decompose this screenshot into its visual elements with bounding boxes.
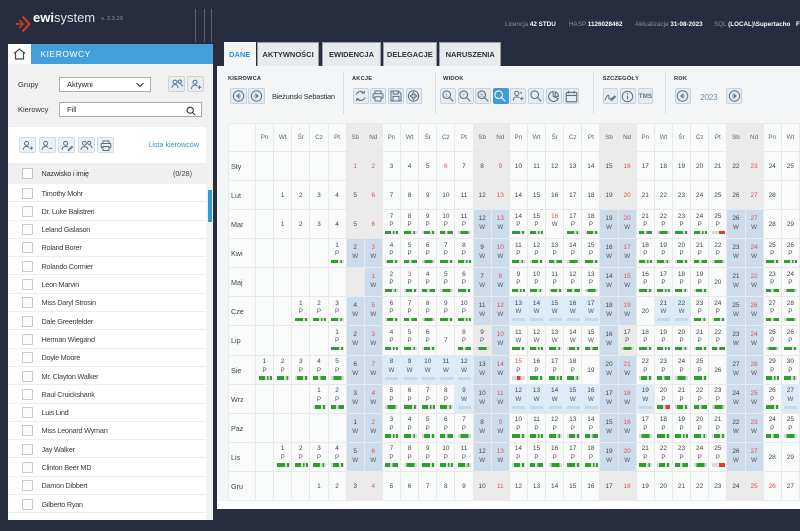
svg-text:31: 31 [479,92,484,97]
svg-text:1: 1 [445,92,448,97]
svg-text:7: 7 [463,92,466,97]
